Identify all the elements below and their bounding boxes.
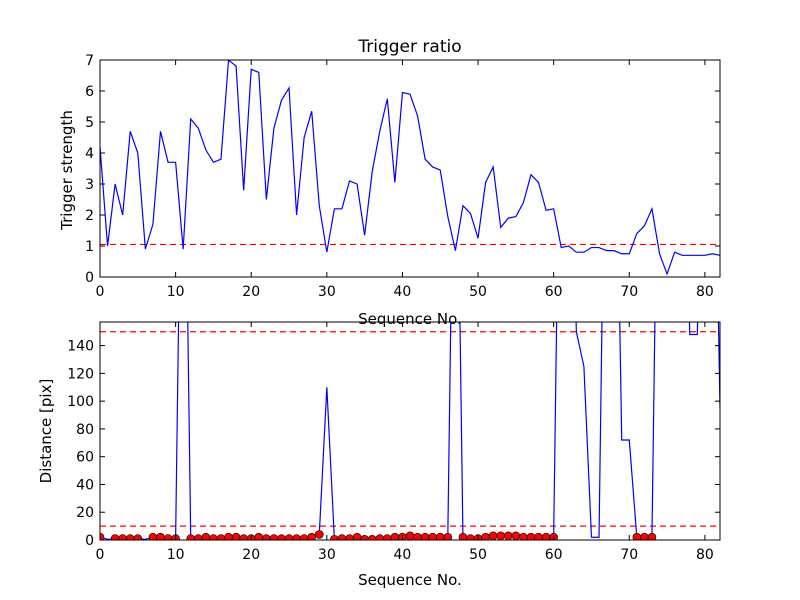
plot-area [100, 60, 720, 276]
data-point [496, 531, 506, 540]
x-tick-label: 50 [469, 284, 487, 300]
data-point [100, 532, 105, 540]
x-tick-label: 20 [242, 284, 260, 300]
data-point [193, 534, 203, 540]
data-point [209, 534, 218, 540]
y-tick-label: 1 [85, 239, 94, 255]
data-point [307, 532, 317, 540]
x-tick-label: 60 [545, 284, 563, 300]
data-point [503, 531, 513, 540]
x-tick-label: 20 [242, 547, 260, 563]
y-tick-label: 20 [76, 505, 94, 521]
data-point [375, 534, 385, 540]
x-tick-label: 10 [167, 547, 185, 563]
y-tick-label: 0 [85, 533, 94, 549]
y-axis-title: Distance [pix] [37, 379, 55, 484]
y-tick-label: 80 [76, 422, 94, 438]
data-point [330, 535, 339, 540]
data-point [337, 534, 347, 540]
data-point [360, 535, 369, 540]
x-tick-label: 40 [394, 284, 412, 300]
axis-ticks: 0 10 20 30 40 50 60 70 80 0 1 2 3 4 5 6 7 [85, 53, 720, 300]
x-tick-label: 30 [318, 547, 336, 563]
x-tick-label: 0 [96, 547, 105, 563]
data-point [163, 534, 173, 540]
x-tick-label: 80 [696, 284, 714, 300]
data-point [367, 535, 377, 540]
data-point [186, 534, 196, 540]
y-tick-label: 3 [85, 177, 94, 193]
data-point [647, 532, 657, 540]
data-point [277, 534, 286, 540]
data-point [299, 534, 309, 540]
x-tick-label: 10 [167, 284, 185, 300]
plot-frame [99, 321, 721, 541]
y-tick-label: 2 [85, 208, 94, 224]
data-point [216, 534, 226, 540]
data-point [262, 534, 271, 540]
chart-title: Trigger ratio [357, 37, 461, 57]
data-point [292, 534, 301, 540]
y-tick-label: 7 [85, 53, 94, 69]
x-tick-label: 50 [469, 547, 487, 563]
y-tick-label: 100 [67, 394, 94, 410]
x-tick-label: 70 [620, 284, 638, 300]
data-point [239, 534, 248, 540]
data-point [133, 534, 143, 540]
y-tick-label: 140 [67, 339, 94, 355]
data-point [125, 534, 135, 540]
series-line [100, 322, 720, 540]
data-point [118, 534, 127, 540]
data-point [488, 531, 498, 540]
x-tick-label: 70 [620, 547, 638, 563]
trigger-ratio-panel: Trigger ratio 0 10 20 30 40 50 60 70 8001234567 … [58, 37, 721, 328]
plot-frame [99, 59, 721, 278]
data-point [345, 534, 354, 540]
data-point [511, 531, 521, 540]
data-point [314, 530, 324, 539]
data-point [443, 532, 453, 540]
y-tick-label: 60 [76, 450, 94, 466]
plot-area [100, 322, 720, 540]
y-tick-label: 40 [76, 477, 94, 493]
data-point [269, 534, 279, 540]
x-tick-label: 30 [318, 284, 336, 300]
y-tick-label: 6 [85, 84, 94, 100]
y-axis-title: Trigger strength [58, 110, 76, 231]
data-point [466, 534, 475, 540]
x-tick-label: 40 [394, 547, 412, 563]
x-tick-label: 80 [696, 547, 714, 563]
data-point [383, 534, 392, 540]
y-tick-label: 0 [85, 270, 94, 286]
x-tick-label: 60 [545, 547, 563, 563]
x-axis-title: Sequence No. [358, 571, 462, 589]
x-axis-title: Sequence No. [358, 310, 462, 328]
data-point [110, 534, 120, 540]
data-point [284, 534, 294, 540]
data-point [405, 531, 415, 540]
y-tick-label: 5 [85, 115, 94, 131]
x-tick-label: 0 [96, 284, 105, 300]
y-tick-label: 120 [67, 366, 94, 382]
series-line [100, 60, 720, 276]
y-tick-label: 4 [85, 146, 94, 162]
axis-ticks: 0 10 20 30 40 50 60 70 80 0 20 40 60 80 100 120 140 [67, 322, 720, 563]
distance-panel: 0 10 20 30 40 50 60 70 80 0 20 40 60 80 100 120 140 Sequ… [37, 321, 721, 589]
